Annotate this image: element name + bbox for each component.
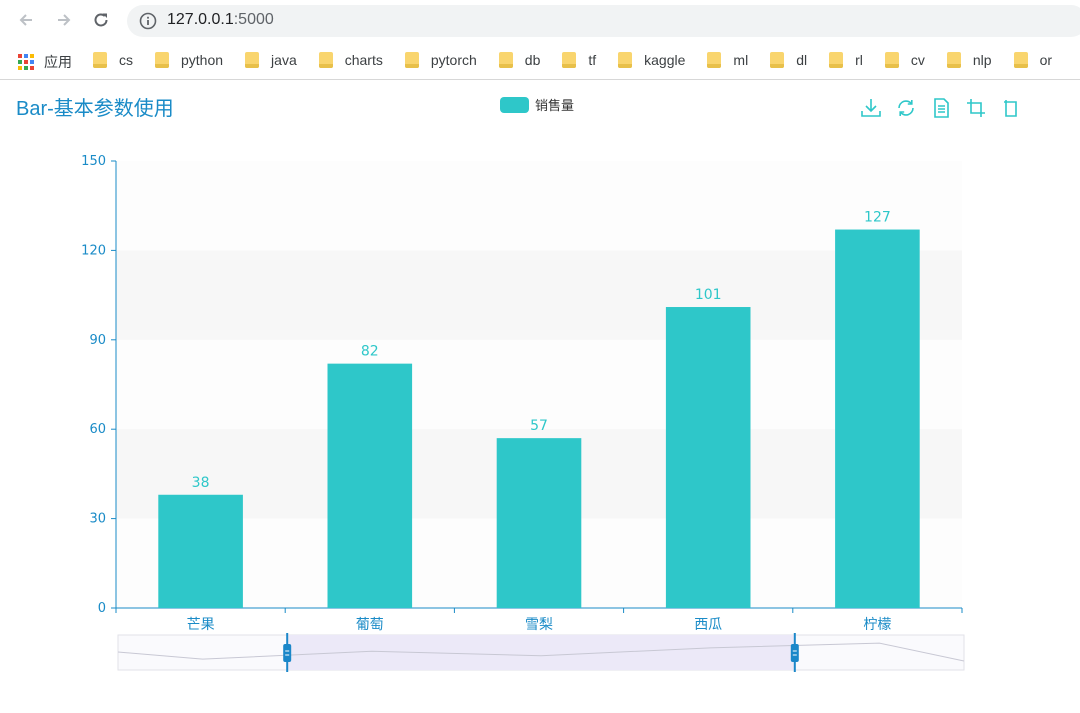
data-view-icon[interactable] bbox=[930, 97, 952, 119]
data-label: 38 bbox=[192, 475, 210, 491]
y-tick-label: 90 bbox=[89, 333, 106, 348]
data-label: 101 bbox=[695, 287, 722, 303]
bar-3 bbox=[665, 307, 751, 608]
bar-0 bbox=[158, 494, 243, 608]
bookmark-label: cv bbox=[910, 52, 925, 68]
back-button[interactable] bbox=[14, 8, 38, 32]
datazoom-selection bbox=[287, 635, 795, 670]
grid-band bbox=[116, 250, 962, 340]
url-text: 127.0.0.1:5000 bbox=[167, 11, 274, 29]
bar-1 bbox=[327, 363, 413, 608]
folder-icon bbox=[829, 52, 844, 68]
zoom-reset-icon[interactable] bbox=[1000, 97, 1022, 119]
bookmark-label: or bbox=[1039, 52, 1053, 68]
folder-icon bbox=[155, 52, 169, 68]
apps-grid-icon bbox=[18, 54, 34, 70]
bookmark-label: python bbox=[181, 52, 224, 68]
folder-icon bbox=[618, 52, 633, 68]
bookmark-label: charts bbox=[344, 52, 383, 68]
y-tick-label: 150 bbox=[81, 154, 106, 169]
zoom-select-icon[interactable] bbox=[965, 97, 987, 119]
bookmark-label: java bbox=[271, 52, 297, 68]
data-label: 57 bbox=[530, 418, 548, 434]
bookmark-kaggle[interactable]: kaggle bbox=[618, 52, 685, 68]
bookmark-label: rl bbox=[855, 52, 863, 68]
bookmark-label: tf bbox=[588, 52, 597, 68]
bookmark-label: cs bbox=[119, 52, 133, 68]
folder-icon bbox=[884, 52, 899, 68]
data-label: 127 bbox=[864, 210, 891, 226]
legend-swatch bbox=[500, 96, 529, 113]
bookmark-python[interactable]: python bbox=[155, 52, 223, 68]
datazoom-grip bbox=[790, 644, 799, 662]
bookmark-label: db bbox=[524, 52, 541, 68]
folder-icon bbox=[1013, 52, 1028, 68]
bookmark-label: dl bbox=[796, 52, 808, 68]
grid-band bbox=[116, 161, 962, 251]
folder-icon bbox=[770, 52, 785, 68]
bookmark-pytorch[interactable]: pytorch bbox=[404, 52, 477, 68]
bookmark-nlp[interactable]: nlp bbox=[946, 52, 992, 68]
bookmark-label: kaggle bbox=[644, 52, 686, 68]
arrow-left-icon bbox=[19, 14, 32, 26]
y-tick-label: 30 bbox=[89, 512, 106, 527]
bookmark-label: nlp bbox=[972, 52, 992, 68]
folder-icon bbox=[245, 52, 260, 68]
info-icon[interactable] bbox=[139, 12, 157, 30]
reload-button[interactable] bbox=[89, 8, 113, 32]
x-tick-label: 雪梨 bbox=[525, 617, 553, 633]
forward-button[interactable] bbox=[52, 8, 76, 32]
data-label: 82 bbox=[361, 344, 379, 360]
bookmark-java[interactable]: java bbox=[245, 52, 297, 68]
folder-icon bbox=[93, 52, 107, 68]
browser-toolbar: 127.0.0.1:5000 bbox=[0, 0, 1080, 42]
bookmark-dl[interactable]: dl bbox=[770, 52, 807, 68]
y-tick-label: 120 bbox=[81, 243, 106, 258]
arrow-right-icon bbox=[58, 14, 71, 26]
y-tick-label: 0 bbox=[98, 601, 106, 616]
x-tick-label: 芒果 bbox=[187, 617, 215, 633]
folder-icon bbox=[946, 52, 961, 68]
bookmark-charts[interactable]: charts bbox=[318, 52, 383, 68]
bookmark-label: pytorch bbox=[430, 52, 477, 68]
address-bar[interactable]: 127.0.0.1:5000 bbox=[127, 5, 1080, 37]
legend-label: 销售量 bbox=[535, 99, 575, 114]
x-tick-label: 葡萄 bbox=[356, 617, 384, 633]
apps-label: 应用 bbox=[44, 55, 72, 71]
url-host: 127.0.0.1 bbox=[167, 11, 234, 28]
legend-item[interactable]: 销售量 bbox=[500, 95, 574, 114]
bookmark-db[interactable]: db bbox=[498, 52, 541, 68]
apps-shortcut[interactable]: 应用 bbox=[18, 52, 72, 72]
url-port: :5000 bbox=[233, 11, 274, 28]
datazoom-grip bbox=[283, 644, 292, 662]
grid-band bbox=[116, 339, 962, 430]
bookmark-label: ml bbox=[733, 52, 749, 68]
bookmark-cv[interactable]: cv bbox=[884, 52, 925, 68]
bookmark-tf[interactable]: tf bbox=[562, 52, 596, 68]
bar-2 bbox=[496, 438, 582, 608]
bookmark-ml[interactable]: ml bbox=[707, 52, 748, 68]
folder-icon bbox=[562, 52, 577, 68]
download-icon[interactable] bbox=[860, 97, 882, 119]
y-tick-label: 60 bbox=[89, 422, 106, 437]
bookmark-list: cs python java charts pytorch db tf kaggle ml dl r… bbox=[93, 52, 1074, 68]
reload-icon bbox=[94, 13, 108, 27]
chart-title: Bar-基本参数使用 bbox=[16, 98, 174, 120]
folder-icon bbox=[318, 52, 333, 68]
folder-icon bbox=[498, 52, 513, 68]
bookmark-or[interactable]: or bbox=[1013, 52, 1053, 68]
bookmarks-bar: 应用 cs python java charts pytorch db tf kaggle ml… bbox=[0, 42, 1080, 80]
chart-toolbox bbox=[860, 97, 1022, 119]
datazoom-preview-line bbox=[117, 642, 965, 662]
folder-icon bbox=[707, 52, 722, 68]
bar-4 bbox=[835, 229, 920, 609]
bookmark-cs[interactable]: cs bbox=[93, 52, 133, 68]
bookmark-rl[interactable]: rl bbox=[829, 52, 863, 68]
x-tick-label: 柠檬 bbox=[863, 617, 891, 633]
x-tick-label: 西瓜 bbox=[694, 617, 722, 633]
folder-icon bbox=[404, 52, 419, 68]
refresh-icon[interactable] bbox=[895, 97, 917, 119]
